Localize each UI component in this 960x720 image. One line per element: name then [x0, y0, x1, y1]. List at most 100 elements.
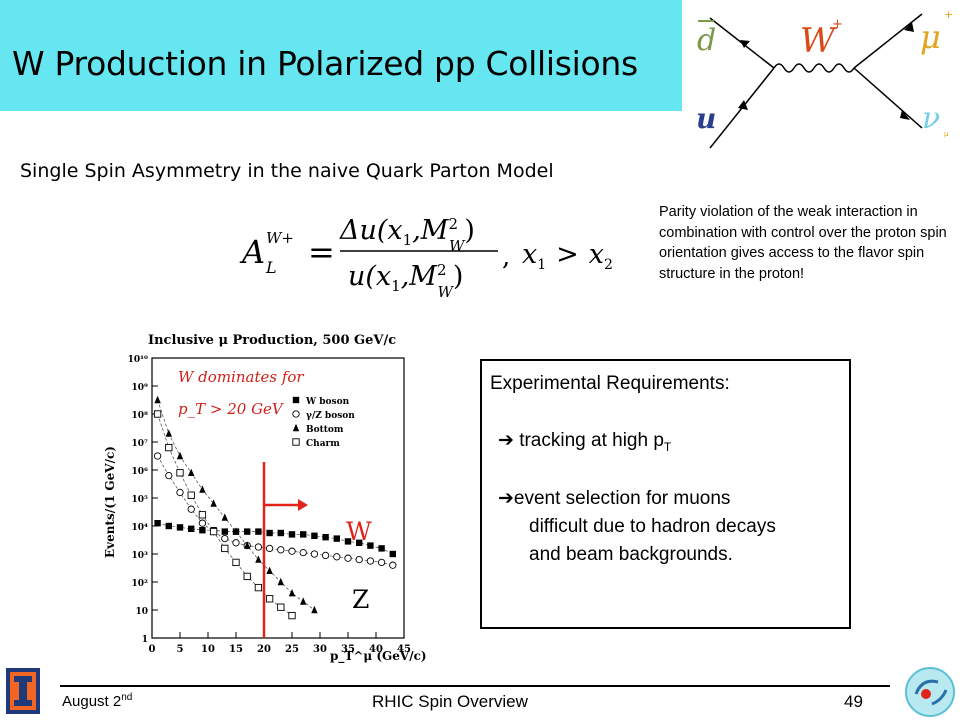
data-point — [265, 595, 274, 603]
cut-label-w: W — [346, 517, 372, 546]
lepton-line-top — [853, 13, 923, 69]
data-point — [188, 525, 195, 532]
data-point — [176, 451, 184, 460]
y-axis-label: Events/(1 GeV/c) — [103, 446, 117, 558]
data-point — [176, 469, 184, 477]
data-point — [188, 468, 195, 476]
neutrino-sub-label: μ — [944, 130, 949, 138]
requirement-item-selection: ➔event selection for muons — [498, 487, 730, 510]
subtitle: Single Spin Asymmetry in the naive Quark… — [20, 160, 554, 182]
data-point — [165, 522, 172, 530]
x-tick-label: 10 — [201, 644, 215, 655]
data-point — [344, 538, 352, 545]
w-charge-label: + — [832, 17, 843, 32]
data-point — [344, 554, 352, 562]
arrow-icon — [740, 40, 750, 48]
feynman-diagram: d u W + μ + ν μ — [696, 8, 953, 149]
x-tick-label: 40 — [369, 644, 383, 655]
data-point — [165, 471, 173, 480]
data-point — [187, 505, 195, 513]
data-point — [277, 546, 285, 554]
requirement-text: event selection for muons — [513, 488, 731, 509]
data-point — [244, 528, 251, 535]
data-point — [255, 528, 262, 535]
y-tick-label: 10⁷ — [132, 439, 149, 449]
data-point — [292, 423, 300, 432]
x-tick-label: 5 — [177, 644, 184, 655]
y-tick-label: 10⁸ — [132, 411, 149, 421]
x-tick-label: 15 — [229, 644, 243, 655]
data-point — [292, 410, 300, 418]
y-tick-label: 10⁹ — [132, 383, 149, 393]
data-point — [277, 577, 284, 586]
data-point — [254, 543, 263, 551]
data-point — [221, 528, 228, 535]
data-point — [153, 410, 162, 418]
series-line — [157, 455, 393, 566]
x-tick-label: 0 — [149, 644, 156, 655]
y-tick-label: 10⁵ — [132, 495, 149, 505]
lepton-line-bottom — [853, 67, 923, 129]
data-point — [389, 550, 396, 558]
footer-date: August 2nd — [62, 692, 133, 710]
series-line — [157, 522, 393, 555]
formula-L: L — [265, 258, 277, 277]
plot-title: Inclusive μ Production, 500 GeV/c — [148, 333, 396, 348]
data-point — [232, 527, 240, 535]
antiquark-d-label: d — [697, 23, 716, 58]
data-point — [311, 532, 318, 539]
data-point — [355, 555, 363, 564]
y-tick-label: 10¹⁰ — [128, 355, 148, 365]
arrow-icon — [900, 110, 910, 120]
parity-note: Parity violation of the weak interaction… — [659, 204, 947, 282]
x-axis-label: p_T^μ (GeV/c) — [330, 649, 427, 664]
x-tick-label: 20 — [257, 644, 271, 655]
annotation-line2: p_T > 20 GeV — [178, 400, 285, 418]
data-point — [299, 548, 307, 557]
data-point — [266, 529, 273, 537]
formula-condition: x1 > x2 — [522, 239, 613, 273]
quark-u-label: u — [696, 102, 716, 135]
legend-label: Charm — [306, 439, 340, 449]
x-tick-label: 45 — [397, 644, 411, 655]
data-point — [333, 553, 341, 561]
data-point — [265, 544, 274, 553]
data-point — [165, 443, 173, 452]
muon-charge-label: + — [944, 8, 953, 21]
w-boson-label: W — [800, 21, 838, 61]
data-point — [154, 395, 161, 404]
data-point — [198, 511, 207, 519]
data-point — [288, 589, 296, 597]
data-point — [255, 555, 262, 563]
data-point — [300, 597, 307, 605]
x-tick-label: 30 — [313, 644, 327, 655]
data-point — [288, 611, 296, 620]
data-point — [377, 558, 386, 567]
data-point — [199, 485, 206, 493]
data-point — [310, 550, 319, 558]
data-point — [356, 539, 363, 546]
annotation-line1: W dominates for — [178, 368, 304, 386]
data-point — [154, 520, 161, 527]
data-point — [232, 558, 240, 567]
data-point — [221, 544, 229, 553]
page-number: 49 — [844, 692, 863, 711]
title-band — [0, 0, 682, 111]
arrow-right-icon: ➔ — [498, 487, 514, 509]
inclusive-muon-plot: Inclusive μ Production, 500 GeV/c 0 5 10 15… — [100, 322, 430, 667]
data-point — [288, 531, 296, 538]
y-tick-label: 10² — [132, 579, 149, 589]
data-point — [221, 534, 229, 543]
arrow-right-icon: ➔ — [498, 429, 514, 451]
formula-comma: , — [502, 242, 510, 272]
muon-label: μ — [920, 18, 941, 56]
arrow-icon — [738, 100, 748, 110]
data-point — [153, 452, 162, 460]
formula-numerator: Δu(x1,M2 W) — [339, 215, 475, 255]
data-point — [244, 541, 251, 549]
formula-equals: = — [308, 233, 335, 271]
data-point — [210, 499, 217, 507]
legend-label: W boson — [305, 397, 350, 407]
footer-divider — [60, 685, 890, 687]
requirements-title: Experimental Requirements: — [490, 373, 730, 394]
